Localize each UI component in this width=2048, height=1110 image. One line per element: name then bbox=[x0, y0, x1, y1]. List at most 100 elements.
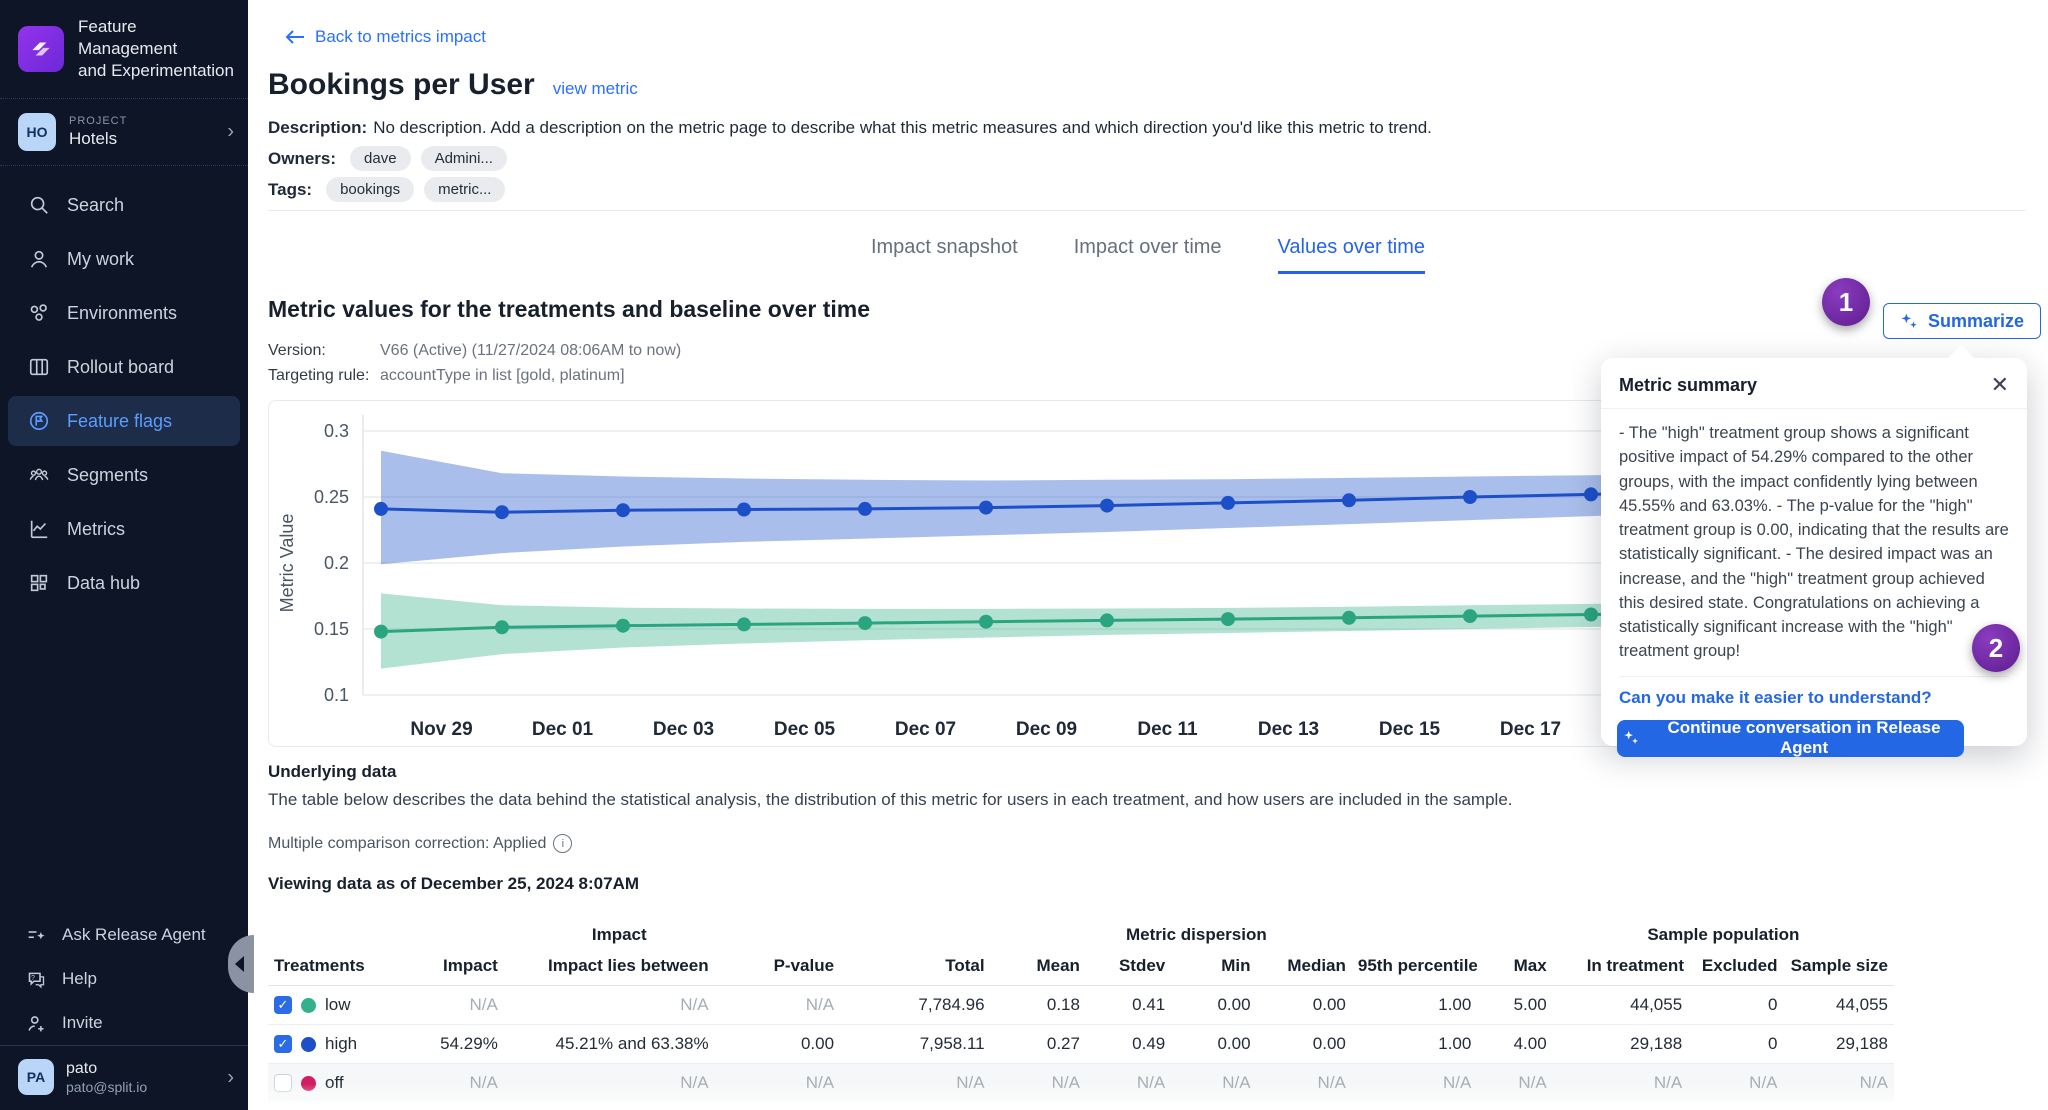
sidebar-item-rollout-board[interactable]: Rollout board bbox=[8, 342, 240, 392]
table-cell: 0 bbox=[1688, 1024, 1784, 1064]
tab-impact-snapshot[interactable]: Impact snapshot bbox=[870, 236, 1018, 258]
table-cell: N/A bbox=[840, 1063, 991, 1102]
svg-text:0.1: 0.1 bbox=[324, 685, 349, 705]
chevron-right-icon: › bbox=[227, 120, 234, 143]
owner-pill[interactable]: Admini... bbox=[420, 146, 507, 171]
table-row-high: ✓ high 54.29% 45.21% and 63.38% 0.00 7,958.1… bbox=[268, 1024, 1894, 1064]
section-heading: Metric values for the treatments and bas… bbox=[268, 296, 871, 322]
people-icon bbox=[29, 468, 49, 481]
column-header: Excluded bbox=[1688, 947, 1784, 986]
table-cell: N/A bbox=[398, 1063, 504, 1102]
table-cell: 29,188 bbox=[1783, 1024, 1894, 1064]
table-cell: 0.18 bbox=[990, 985, 1086, 1025]
easier-to-understand-link[interactable]: Can you make it easier to understand? bbox=[1619, 687, 1932, 707]
back-link[interactable]: Back to metrics impact bbox=[285, 27, 486, 47]
treatment-label: low bbox=[325, 995, 351, 1014]
close-icon[interactable]: ✕ bbox=[1990, 372, 2009, 397]
column-header: Max bbox=[1477, 947, 1553, 986]
view-metric-link[interactable]: view metric bbox=[552, 79, 638, 98]
column-header: Mean bbox=[990, 947, 1086, 986]
values-over-time-chart: 0.3 0.25 0.2 0.15 0.1 Nov 29 Dec 01 Dec 03 Dec 0… bbox=[277, 415, 1881, 740]
table-cell: 44,055 bbox=[1783, 985, 1894, 1025]
table-row-off: off N/A N/A N/A N/A N/A N/A N/A N/A N/A N/A N/A N/A N… bbox=[268, 1063, 1894, 1102]
metric-summary-popup: Metric summary ✕ - The "high" treatment … bbox=[1601, 344, 2027, 757]
column-header: Stdev bbox=[1085, 947, 1172, 986]
column-header: Min bbox=[1171, 947, 1257, 986]
user-email: pato@split.io bbox=[66, 1078, 148, 1095]
column-header: In treatment bbox=[1552, 947, 1689, 986]
group-header-metric-dispersion: Metric dispersion bbox=[1125, 925, 1267, 944]
treatment-color-dot bbox=[301, 997, 316, 1013]
flag-icon bbox=[29, 412, 49, 431]
treatment-color-dot bbox=[301, 1075, 316, 1091]
sidebar-item-help[interactable]: ? Help bbox=[0, 957, 248, 1001]
grid-icon bbox=[30, 575, 48, 592]
sidebar-item-ask-release-agent[interactable]: Ask Release Agent bbox=[0, 913, 248, 957]
popup-title: Metric summary bbox=[1619, 374, 1758, 395]
svg-text:Dec 05: Dec 05 bbox=[774, 719, 836, 740]
table-cell: N/A bbox=[503, 1063, 715, 1102]
project-selector[interactable]: HO PROJECT Hotels › bbox=[0, 99, 248, 165]
svg-text:0.15: 0.15 bbox=[314, 619, 349, 639]
column-header: Total bbox=[840, 947, 991, 986]
help-icon: ? bbox=[28, 972, 45, 989]
sidebar-item-my-work[interactable]: My work bbox=[8, 234, 240, 284]
svg-text:0.25: 0.25 bbox=[314, 487, 349, 507]
tab-values-over-time[interactable]: Values over time bbox=[1277, 236, 1426, 274]
sparkle-icon bbox=[1901, 313, 1917, 328]
tab-bar: Impact snapshot Impact over time Values … bbox=[248, 236, 2048, 274]
treatment-checkbox[interactable] bbox=[274, 1074, 292, 1092]
treatment-checkbox[interactable]: ✓ bbox=[274, 996, 292, 1014]
table-cell: 0.41 bbox=[1085, 985, 1172, 1025]
sidebar-item-invite[interactable]: Invite bbox=[0, 1001, 248, 1045]
collapse-arrow-icon bbox=[235, 956, 244, 972]
line-chart-icon bbox=[30, 521, 48, 539]
sidebar-item-data-hub[interactable]: Data hub bbox=[8, 558, 240, 608]
table-cell: N/A bbox=[714, 1063, 841, 1102]
user-menu[interactable]: PA pato pato@split.io › bbox=[0, 1045, 248, 1110]
table-cell: 54.29% bbox=[398, 1024, 504, 1064]
table-cell: N/A bbox=[1783, 1063, 1894, 1102]
svg-text:Dec 17: Dec 17 bbox=[1500, 719, 1561, 740]
svg-text:?: ? bbox=[31, 974, 35, 981]
tags-row: Tags: bookings metric... bbox=[268, 177, 506, 202]
svg-text:0.3: 0.3 bbox=[324, 421, 349, 441]
column-header: Impact bbox=[398, 947, 504, 986]
info-icon[interactable]: i bbox=[553, 834, 573, 853]
table-cell: 1.00 bbox=[1351, 1024, 1478, 1064]
table-cell: N/A bbox=[714, 985, 841, 1025]
column-header: P-value bbox=[714, 947, 841, 986]
tab-impact-over-time[interactable]: Impact over time bbox=[1073, 236, 1222, 258]
svg-text:Dec 07: Dec 07 bbox=[895, 719, 956, 740]
correction-row: Multiple comparison correction: Applied … bbox=[268, 834, 573, 853]
version-row: Version: V66 (Active) (11/27/2024 08:06A… bbox=[268, 342, 682, 359]
sidebar-item-segments[interactable]: Segments bbox=[8, 450, 240, 500]
column-header: 95th percentile bbox=[1351, 947, 1478, 986]
divider bbox=[0, 165, 248, 167]
summarize-button[interactable]: Summarize bbox=[1883, 303, 2042, 339]
sidebar-item-environments[interactable]: Environments bbox=[8, 288, 240, 338]
project-badge: HO bbox=[18, 113, 56, 152]
sidebar-item-feature-flags[interactable]: Feature flags bbox=[8, 396, 240, 447]
table-cell: 0.00 bbox=[714, 1024, 841, 1064]
project-name: Hotels bbox=[69, 129, 118, 149]
sparkle-icon bbox=[1624, 730, 1638, 744]
continue-conversation-button[interactable]: Continue conversation in Release Agent bbox=[1617, 718, 1964, 757]
table-cell: 29,188 bbox=[1552, 1024, 1689, 1064]
tag-pill[interactable]: bookings bbox=[326, 177, 415, 202]
table-cell: N/A bbox=[398, 985, 504, 1025]
treatment-checkbox[interactable]: ✓ bbox=[274, 1035, 292, 1053]
table-cell: N/A bbox=[1171, 1063, 1257, 1102]
svg-text:Metric Value: Metric Value bbox=[277, 514, 297, 613]
sidebar-item-metrics[interactable]: Metrics bbox=[8, 504, 240, 554]
treatment-color-dot bbox=[301, 1036, 316, 1052]
svg-text:Dec 01: Dec 01 bbox=[532, 719, 594, 740]
svg-text:Dec 11: Dec 11 bbox=[1137, 719, 1198, 740]
table-cell: 1.00 bbox=[1351, 985, 1478, 1025]
owner-pill[interactable]: dave bbox=[350, 146, 411, 171]
divider bbox=[1619, 675, 2009, 677]
project-label: PROJECT bbox=[69, 115, 128, 128]
tag-pill[interactable]: metric... bbox=[424, 177, 506, 202]
sidebar-item-search[interactable]: Search bbox=[8, 180, 240, 230]
owners-row: Owners: dave Admini... bbox=[268, 146, 507, 171]
